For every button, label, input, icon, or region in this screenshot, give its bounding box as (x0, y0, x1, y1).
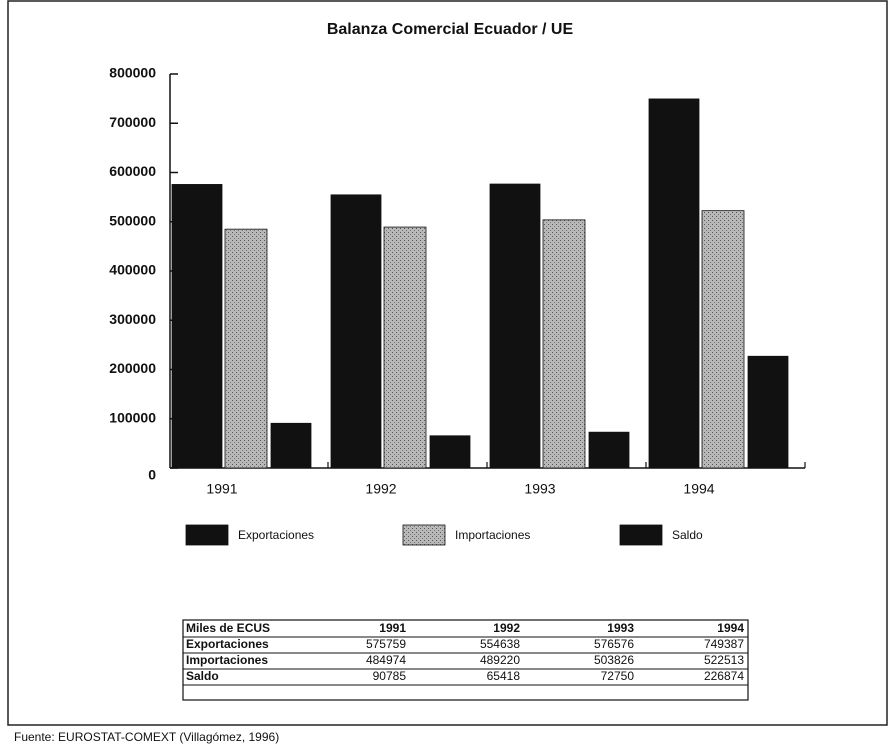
y-tick-label: 600000 (109, 163, 156, 179)
table-cell: 576576 (594, 637, 634, 651)
table-cell: 575759 (366, 637, 406, 651)
bar (270, 422, 312, 469)
bar (224, 228, 268, 469)
legend-swatch (619, 524, 663, 546)
bar (542, 219, 586, 469)
frame (7, 0, 888, 726)
bar (489, 183, 541, 469)
table-col-header: 1991 (379, 621, 406, 635)
legend-label: Saldo (672, 528, 703, 542)
y-tick-label: 0 (148, 467, 156, 483)
y-tick-label: 100000 (109, 409, 156, 425)
table-col-header: 1994 (717, 621, 744, 635)
table-cell: 484974 (366, 653, 406, 667)
table-cell: 65418 (487, 669, 521, 683)
legend-swatch (402, 524, 446, 546)
bar (701, 210, 745, 469)
y-tick-label: 200000 (109, 360, 156, 376)
legend-label: Exportaciones (238, 528, 314, 542)
y-tick-label: 700000 (109, 114, 156, 130)
legend-swatch (185, 524, 229, 546)
table-cell: 72750 (601, 669, 635, 683)
table-frame (182, 619, 749, 701)
x-tick-label: 1993 (524, 481, 555, 497)
legend-label: Importaciones (455, 528, 530, 542)
bar (330, 194, 382, 469)
table-cell: 503826 (594, 653, 634, 667)
y-tick-label: 400000 (109, 262, 156, 278)
table-row-header: Exportaciones (186, 637, 269, 651)
table-cell: 554638 (480, 637, 520, 651)
table-cell: 749387 (704, 637, 744, 651)
y-tick-label: 300000 (109, 311, 156, 327)
table-header: Miles de ECUS (186, 621, 270, 635)
y-tick-label: 800000 (109, 65, 156, 81)
y-tick-label: 500000 (109, 212, 156, 228)
x-tick-label: 1991 (206, 481, 237, 497)
bar (429, 435, 471, 469)
table-row-header: Importaciones (186, 653, 268, 667)
table-cell: 522513 (704, 653, 744, 667)
bar (588, 431, 630, 469)
table-row-header: Saldo (186, 669, 219, 683)
bar (171, 184, 223, 469)
bar (747, 355, 789, 469)
table-cell: 226874 (704, 669, 744, 683)
source: Fuente: EUROSTAT-COMEXT (Villagómez, 199… (14, 730, 279, 744)
chart-title: Balanza Comercial Ecuador / UE (327, 21, 574, 38)
bar (383, 226, 427, 469)
x-tick-label: 1994 (683, 481, 714, 497)
table-cell: 489220 (480, 653, 520, 667)
x-tick-label: 1992 (365, 481, 396, 497)
table-col-header: 1992 (493, 621, 520, 635)
bar (648, 98, 700, 469)
table-cell: 90785 (373, 669, 407, 683)
table-col-header: 1993 (607, 621, 634, 635)
